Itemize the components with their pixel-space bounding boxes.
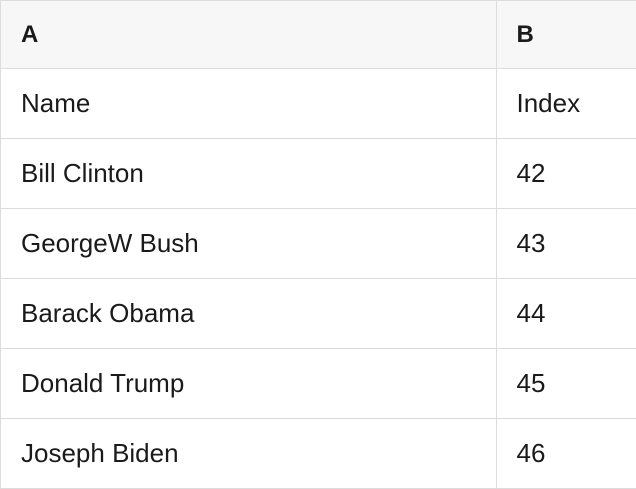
cell-name[interactable]: Barack Obama (1, 278, 497, 349)
column-header-a[interactable]: A (1, 1, 497, 69)
cell-name[interactable]: Donald Trump (1, 348, 497, 419)
table-row: GeorgeW Bush 43 (1, 208, 636, 279)
column-header-row: A B (1, 1, 636, 69)
table-row: Bill Clinton 42 (1, 138, 636, 209)
cell-name[interactable]: GeorgeW Bush (1, 208, 497, 279)
cell-name[interactable]: Bill Clinton (1, 138, 497, 209)
table-row: Barack Obama 44 (1, 278, 636, 349)
cell-index[interactable]: 46 (496, 418, 636, 489)
cell-name[interactable]: Joseph Biden (1, 418, 497, 489)
table-row: Joseph Biden 46 (1, 418, 636, 489)
cell-index[interactable]: 43 (496, 208, 636, 279)
cell-name[interactable]: Name (1, 68, 497, 139)
cell-index[interactable]: 45 (496, 348, 636, 419)
column-header-b[interactable]: B (496, 1, 636, 69)
table-row: Donald Trump 45 (1, 348, 636, 419)
table-row: Name Index (1, 68, 636, 139)
cell-index[interactable]: 44 (496, 278, 636, 349)
cell-index[interactable]: 42 (496, 138, 636, 209)
cell-index[interactable]: Index (496, 68, 636, 139)
